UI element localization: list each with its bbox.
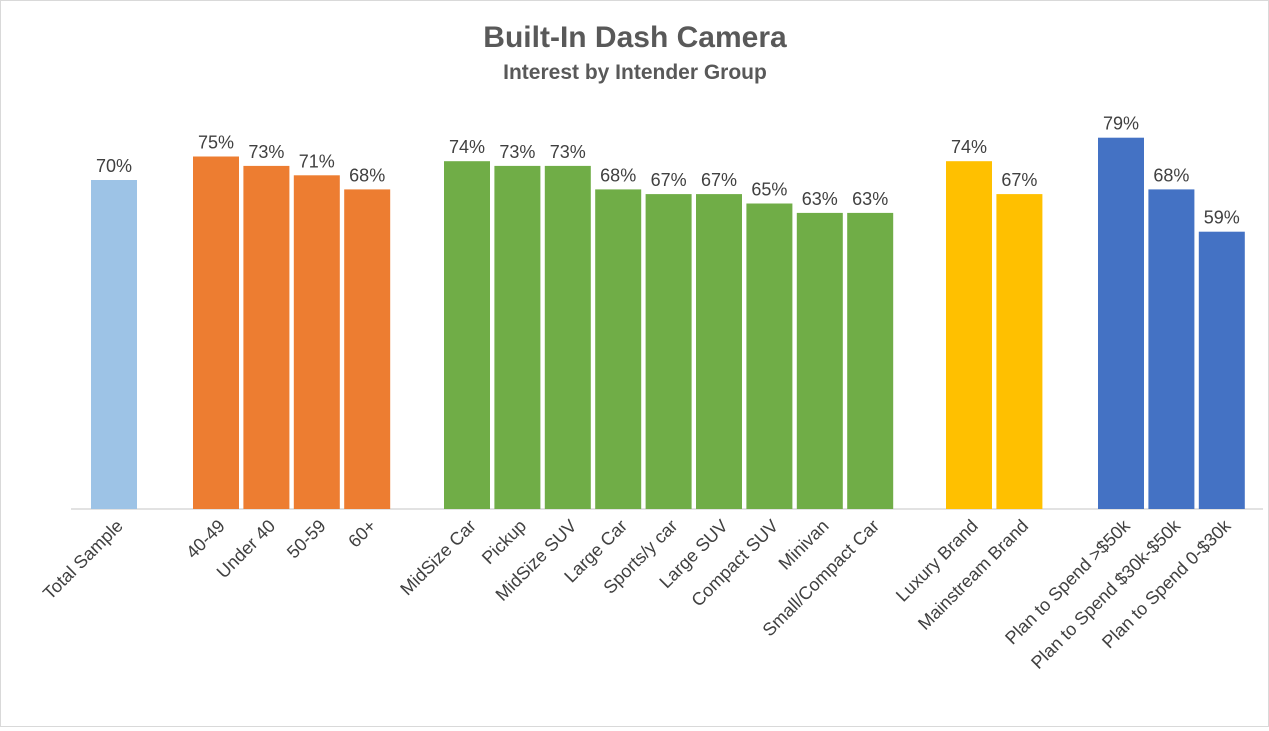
bar (293, 175, 340, 510)
data-label: 73% (550, 142, 586, 162)
data-label: 63% (802, 189, 838, 209)
bar (746, 203, 793, 509)
data-label: 63% (852, 189, 888, 209)
data-label: 65% (751, 180, 787, 200)
bar (847, 212, 894, 509)
data-label: 67% (701, 170, 737, 190)
bar (1198, 231, 1245, 509)
data-label: 59% (1204, 208, 1240, 228)
data-label: 73% (248, 142, 284, 162)
category-label: Compact SUV (687, 516, 782, 611)
data-label: 68% (1153, 165, 1189, 185)
bar (696, 194, 742, 509)
data-label: 73% (499, 142, 535, 162)
category-label: MidSize Car (396, 516, 479, 599)
bar (1098, 137, 1144, 509)
data-label: 67% (1001, 170, 1037, 190)
bar (645, 194, 692, 509)
bar (193, 156, 239, 509)
bar (1148, 189, 1195, 509)
bar (595, 189, 642, 509)
data-label: 74% (951, 137, 987, 157)
data-label: 68% (349, 165, 385, 185)
chart-subtitle: Interest by Intender Group (503, 61, 767, 84)
category-label: 60+ (344, 516, 380, 552)
bar (544, 165, 591, 509)
bar (996, 194, 1043, 509)
data-label: 75% (198, 133, 234, 153)
bar (91, 180, 137, 509)
bar (946, 161, 992, 509)
category-label: 40-49 (182, 516, 229, 563)
data-label: 74% (449, 137, 485, 157)
category-label: Total Sample (39, 516, 127, 604)
data-label: 67% (651, 170, 687, 190)
data-label: 70% (96, 156, 132, 176)
data-label: 71% (299, 151, 335, 171)
bar (344, 189, 391, 509)
bar (796, 212, 843, 509)
bars-layer (91, 137, 1245, 510)
data-label: 79% (1103, 114, 1139, 134)
data-labels-layer: 70% 75% 73% 71% 68% 74% 73% 73% 68% 67% 67% 65% 63% 6… (96, 114, 1240, 228)
chart-title: Built-In Dash Camera (483, 21, 787, 54)
bar (243, 165, 290, 509)
bar (444, 161, 490, 509)
category-label: 50-59 (283, 516, 330, 563)
bar (494, 165, 541, 509)
data-label: 68% (600, 165, 636, 185)
